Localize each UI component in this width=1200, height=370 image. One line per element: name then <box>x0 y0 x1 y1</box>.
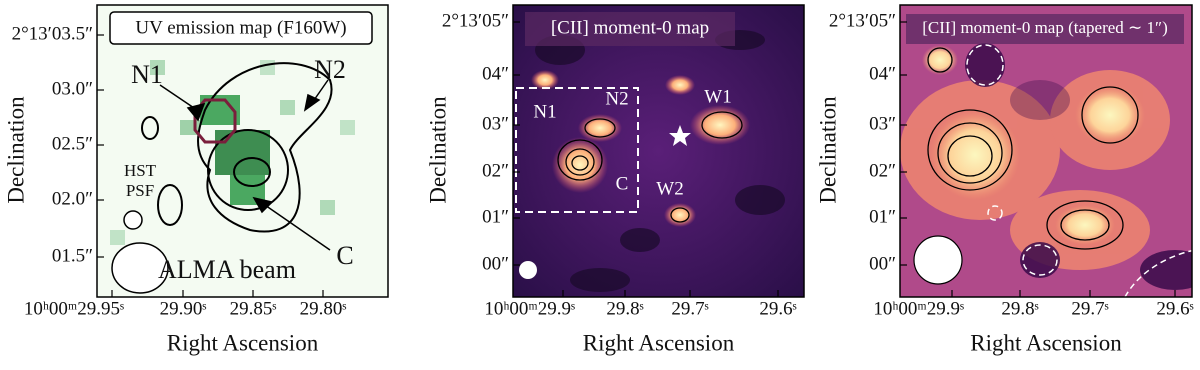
annotation: N2 <box>605 88 628 109</box>
annotation: W2 <box>656 178 683 199</box>
y-tick-label: 2°13′03.5″ <box>12 23 93 44</box>
x-tick-label: 29.8ˢ <box>1001 298 1038 319</box>
y-tick-label: 02.5″ <box>52 133 93 154</box>
x-tick-label: 10ʰ00ᵐ29.95ˢ <box>24 298 124 319</box>
x-tick-label: 10ʰ00ᵐ29.9ˢ <box>484 298 575 319</box>
y-tick-label: 01″ <box>482 206 509 227</box>
x-tick-label: 10ʰ00ᵐ29.9ˢ <box>873 298 964 319</box>
y-tick-label: 2°13′05″ <box>829 10 896 31</box>
cii-map <box>513 5 804 297</box>
annotation: PSF <box>126 181 154 200</box>
x-tick-label: 29.80ˢ <box>300 298 347 319</box>
y-tick-label: 02″ <box>482 160 509 181</box>
x-tick-label: 29.8ˢ <box>606 298 643 319</box>
y-tick-label: 04″ <box>869 63 896 84</box>
y-tick-label: 02.0″ <box>52 188 93 209</box>
x-tick-label: 29.90ˢ <box>160 298 207 319</box>
x-tick-label: 29.85ˢ <box>230 298 277 319</box>
panel-title: [CII] moment-0 map <box>551 17 709 38</box>
y-tick-label: 01″ <box>869 206 896 227</box>
y-tick-label: 02″ <box>869 160 896 181</box>
x-tick-label: 29.7ˢ <box>671 298 708 319</box>
annotation: HST <box>124 161 157 180</box>
y-tick-label: 2°13′05″ <box>442 10 509 31</box>
annotation: N1 <box>131 60 163 89</box>
y-tick-label: 01.5″ <box>52 245 93 266</box>
annotation: N1 <box>533 101 556 122</box>
panel-title: [CII] moment-0 map (tapered ∼ 1″) <box>922 18 1168 37</box>
y-tick-label: 00″ <box>482 253 509 274</box>
x-axis-label: Right Ascension <box>583 330 735 355</box>
annotation: ALMA beam <box>158 255 296 284</box>
x-axis-label: Right Ascension <box>970 330 1122 355</box>
panel-title: UV emission map (F160W) <box>135 17 346 38</box>
x-tick-label: 29.6ˢ <box>1156 298 1193 319</box>
y-tick-label: 00″ <box>869 253 896 274</box>
y-tick-label: 03″ <box>482 113 509 134</box>
annotation: N2 <box>314 55 346 84</box>
x-tick-label: 29.6ˢ <box>759 298 796 319</box>
x-tick-label: 29.7ˢ <box>1071 298 1108 319</box>
x-axis-label: Right Ascension <box>167 330 319 355</box>
y-axis-label: Declination <box>425 96 450 204</box>
y-axis-label: Declination <box>3 96 28 204</box>
y-axis-label: Declination <box>815 96 840 204</box>
tapered-map <box>900 5 1192 297</box>
annotation: C <box>336 241 353 270</box>
uv-map <box>97 5 388 297</box>
annotation: C <box>616 173 629 194</box>
y-tick-label: 04″ <box>482 63 509 84</box>
annotation: W1 <box>704 86 731 107</box>
y-tick-label: 03″ <box>869 113 896 134</box>
y-tick-label: 03.0″ <box>52 78 93 99</box>
